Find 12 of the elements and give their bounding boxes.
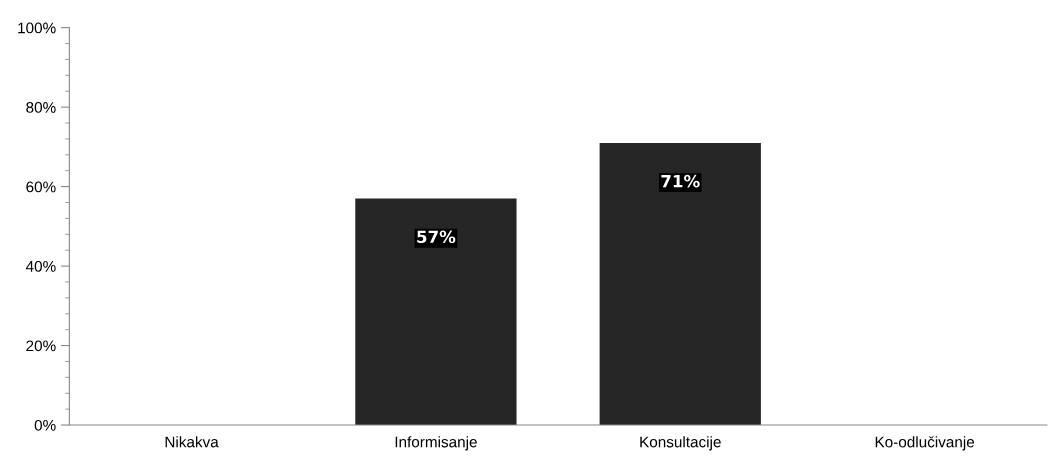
y-tick-label: 80% xyxy=(26,102,56,113)
y-tick-label: 40% xyxy=(25,260,56,272)
x-tick-label: Nikakva xyxy=(165,436,219,448)
y-tick-label: 60% xyxy=(26,181,56,193)
x-tick-label: Informisanje xyxy=(395,436,477,451)
x-tick-label: Ko-odlučivanje xyxy=(875,436,975,451)
x-tick-label: Konsultacije xyxy=(640,436,721,451)
y-tick-label: 0% xyxy=(34,419,56,431)
data-label: 71% xyxy=(661,174,700,188)
data-label: 57% xyxy=(417,230,456,244)
y-tick-label: 20% xyxy=(26,340,56,352)
y-tick-label: 100% xyxy=(18,22,56,34)
